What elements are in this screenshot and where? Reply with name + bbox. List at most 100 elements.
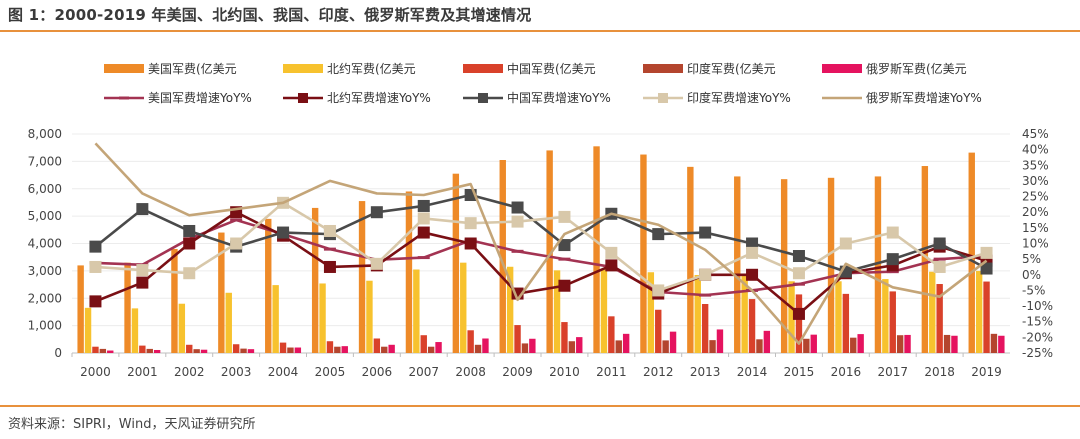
- bar: [294, 347, 302, 353]
- line-marker: [277, 226, 290, 239]
- right-tick-label: 45%: [1022, 127, 1049, 141]
- x-tick-label: 2019: [971, 365, 1002, 379]
- line-marker: [89, 260, 102, 273]
- bar: [77, 265, 84, 353]
- line-marker: [417, 256, 430, 260]
- line-marker: [980, 262, 993, 275]
- x-tick-label: 2006: [362, 365, 393, 379]
- bar: [265, 218, 272, 353]
- x-tick-label: 2003: [221, 365, 252, 379]
- line-marker: [933, 257, 946, 261]
- legend-marker: [298, 93, 308, 103]
- line-marker: [792, 267, 805, 280]
- line-marker: [839, 237, 852, 250]
- x-tick-label: 2000: [80, 365, 111, 379]
- line-marker: [652, 284, 665, 297]
- bar: [568, 341, 576, 353]
- line-marker: [746, 268, 759, 281]
- bar: [452, 173, 460, 353]
- right-tick-label: 35%: [1022, 158, 1049, 172]
- line-marker: [699, 293, 712, 297]
- line-marker: [558, 210, 571, 223]
- bar: [990, 333, 998, 353]
- x-tick-label: 2014: [737, 365, 768, 379]
- line-marker: [699, 268, 712, 281]
- bar: [576, 337, 583, 353]
- bar: [139, 345, 146, 353]
- line-marker: [511, 201, 524, 214]
- bar: [413, 269, 420, 353]
- x-axis: 2000 2001 2002 2003 2004 2005 2006 2007 2008 2009…: [71, 352, 1010, 379]
- bar: [218, 232, 225, 353]
- bar: [279, 342, 287, 353]
- bar: [889, 291, 896, 353]
- legend-label: 中国军费增速YoY%: [507, 90, 611, 105]
- legend-swatch: [104, 64, 144, 73]
- line-marker: [886, 253, 899, 266]
- left-tick-label: 8,000: [28, 127, 62, 141]
- line-marker: [417, 199, 430, 212]
- bar: [225, 292, 232, 353]
- bar: [593, 146, 600, 353]
- series-line: [94, 142, 988, 345]
- right-tick-label: 10%: [1022, 237, 1049, 251]
- bar: [373, 338, 381, 353]
- x-tick-label: 2012: [643, 365, 674, 379]
- x-tick-label: 2008: [455, 365, 486, 379]
- right-tick-label: 5%: [1022, 252, 1041, 266]
- line-marker: [417, 212, 430, 225]
- bar: [943, 334, 951, 353]
- legend: 美国军费(亿美元 北约军费(亿美元 中国军费(亿美元 印度军费(亿美元 俄罗斯军费(亿美…: [104, 61, 982, 105]
- bar: [709, 340, 716, 353]
- bar: [896, 335, 904, 353]
- bar: [748, 299, 756, 353]
- bar: [810, 334, 817, 353]
- line-marker: [464, 237, 477, 250]
- line-marker: [933, 237, 946, 250]
- series-line: [95, 201, 987, 292]
- line-marker: [605, 246, 618, 259]
- bar: [186, 344, 193, 353]
- bar: [968, 152, 975, 353]
- line-marker: [183, 224, 196, 237]
- legend-label: 中国军费(亿美元: [507, 61, 596, 76]
- bar: [734, 176, 741, 353]
- bar: [131, 308, 139, 353]
- bar: [662, 340, 669, 353]
- left-tick-label: 7,000: [28, 154, 62, 168]
- line-marker: [323, 224, 336, 237]
- right-tick-label: -25%: [1022, 346, 1053, 360]
- legend-swatch: [463, 64, 503, 73]
- bar: [311, 207, 319, 353]
- bar: [998, 335, 1005, 353]
- bar: [358, 201, 366, 353]
- x-tick-label: 2005: [315, 365, 346, 379]
- line-marker: [464, 217, 477, 230]
- bar: [669, 331, 677, 353]
- bar: [366, 280, 373, 353]
- bar: [460, 262, 467, 353]
- right-tick-label: 0%: [1022, 268, 1041, 282]
- x-tick-label: 2011: [596, 365, 627, 379]
- line-marker: [558, 279, 571, 292]
- legend-swatch: [822, 64, 862, 73]
- bar: [388, 344, 395, 353]
- combo-chart: 美国军费(亿美元 北约军费(亿美元 中国军费(亿美元 印度军费(亿美元 俄罗斯军费(亿美…: [28, 61, 1053, 379]
- bar: [171, 248, 178, 353]
- bar: [936, 284, 943, 353]
- bar: [529, 338, 536, 353]
- line-marker: [792, 307, 805, 320]
- right-tick-label: 25%: [1022, 190, 1049, 204]
- line-marker: [558, 239, 571, 252]
- x-tick-label: 2015: [784, 365, 815, 379]
- bar: [687, 166, 694, 353]
- bar: [84, 307, 92, 353]
- left-tick-label: 5,000: [28, 209, 62, 223]
- line-marker: [323, 247, 336, 251]
- right-tick-label: 30%: [1022, 174, 1049, 188]
- line-marker: [89, 240, 102, 253]
- bar: [506, 266, 514, 353]
- legend-label: 北约军费(亿美元: [327, 61, 416, 76]
- bar: [247, 349, 255, 353]
- bar: [983, 281, 990, 353]
